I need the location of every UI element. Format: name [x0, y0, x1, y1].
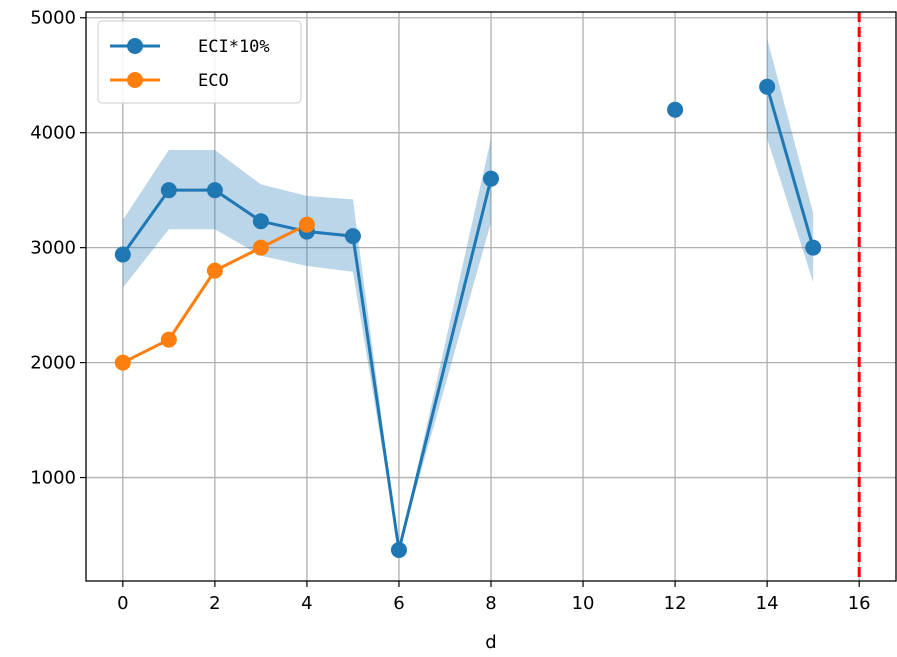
data-point	[344, 228, 361, 245]
x-tick-label: 12	[664, 593, 687, 614]
x-tick-label: 4	[301, 593, 312, 614]
legend-box	[97, 20, 302, 104]
x-tick-label: 2	[209, 593, 220, 614]
series-lines	[121, 86, 815, 552]
grid-lines	[86, 12, 896, 581]
x-axis-label: d	[485, 632, 496, 653]
x-tick-label: 8	[485, 593, 496, 614]
y-axis-ticks: 1000 2000 3000 4000 5000	[30, 8, 86, 489]
data-point	[160, 331, 177, 348]
data-point	[252, 213, 269, 230]
data-point	[759, 78, 776, 95]
y-tick-label: 4000	[30, 123, 76, 144]
series-points	[114, 78, 822, 558]
y-tick-label: 5000	[30, 8, 76, 29]
data-point	[390, 541, 407, 558]
data-point	[252, 239, 269, 256]
x-tick-label: 16	[848, 593, 871, 614]
x-tick-label: 10	[572, 593, 595, 614]
y-tick-label: 2000	[30, 353, 76, 374]
data-point	[667, 101, 684, 118]
x-tick-label: 0	[117, 593, 128, 614]
confidence-bands	[122, 38, 814, 550]
x-axis-ticks: 0 2 4 6 8 10 12 14 16	[117, 581, 871, 614]
data-point	[805, 239, 822, 256]
legend: ECI*10% ECO	[97, 20, 302, 104]
y-tick-label: 3000	[30, 238, 76, 259]
legend-label-eci: ECI*10%	[198, 37, 270, 57]
legend-marker-eci	[127, 38, 143, 54]
legend-label-eco: ECO	[198, 71, 229, 91]
data-point	[483, 170, 499, 187]
y-tick-label: 1000	[30, 468, 76, 489]
data-point	[206, 182, 223, 199]
legend-marker-eco	[127, 72, 143, 88]
confidence-band	[767, 38, 814, 283]
data-point	[206, 262, 223, 279]
data-point	[114, 354, 131, 371]
x-tick-label: 6	[393, 593, 404, 614]
data-point	[160, 182, 177, 199]
x-tick-label: 14	[756, 593, 779, 614]
series-line	[765, 86, 815, 249]
data-point	[114, 246, 131, 263]
data-point	[298, 216, 315, 233]
